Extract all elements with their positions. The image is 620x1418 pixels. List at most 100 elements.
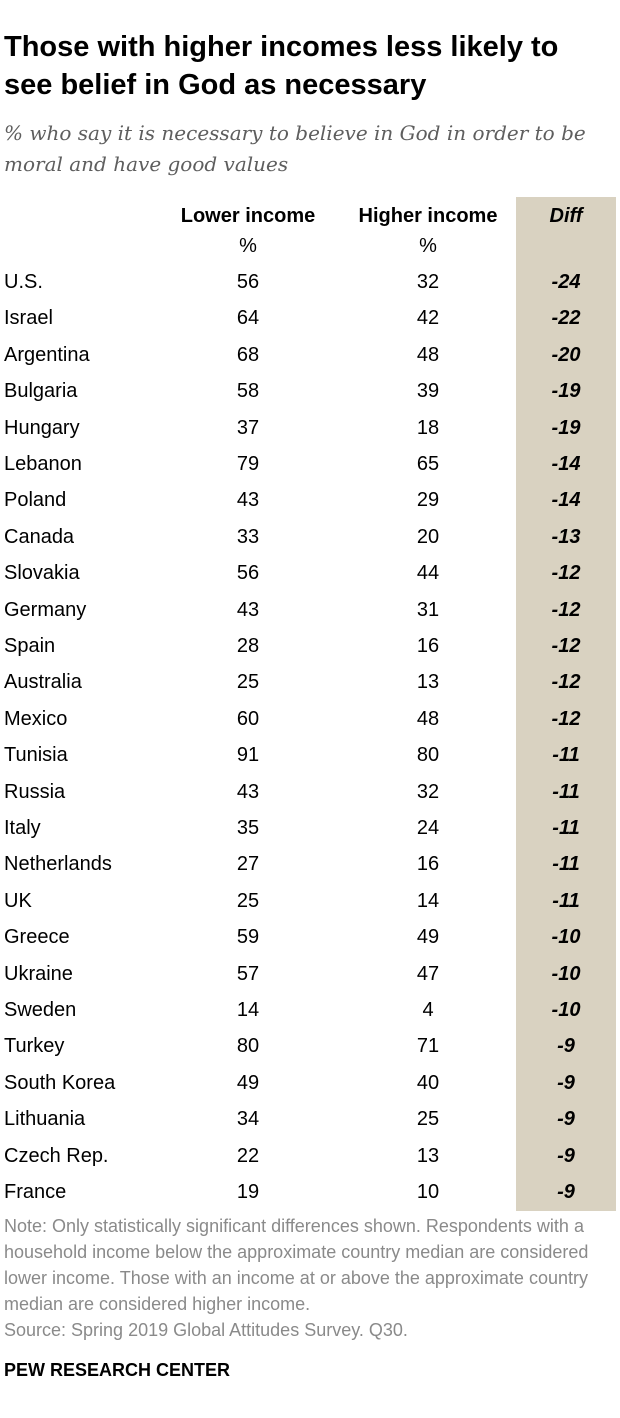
higher-income-value: 13 (416, 1144, 440, 1167)
higher-income-value: 32 (416, 271, 440, 293)
country-label: Turkey (4, 1035, 65, 1058)
country-label: Spain (4, 635, 56, 657)
country-label: Czech Rep. (4, 1144, 109, 1167)
table-row: Czech Rep. 22 13 -9 (0, 1138, 620, 1174)
chart-title: Those with higher incomes less likely to… (4, 31, 559, 101)
lower-income-value: 37 (236, 416, 260, 439)
higher-income-value: 48 (416, 707, 440, 730)
country-label: U.S. (4, 271, 43, 293)
chart-notes: Note: Only statistically significant dif… (4, 1213, 616, 1343)
country-label: South Korea (4, 1071, 116, 1094)
table-row: Sweden 14 4 -10 (0, 992, 620, 1028)
lower-income-value: 58 (236, 380, 260, 403)
country-label: Canada (4, 525, 75, 548)
country-label: Poland (4, 489, 67, 512)
country-label: Netherlands (4, 853, 112, 876)
table-row: Slovakia 56 44 -12 (0, 555, 620, 591)
table-row: Tunisia 91 80 -11 (0, 737, 620, 773)
diff-value: -12 (551, 562, 581, 585)
higher-income-value: 29 (416, 489, 440, 512)
chart-subtitle: % who say it is necessary to believe in … (4, 121, 586, 176)
diff-value: -24 (551, 271, 581, 293)
brand-label: PEW RESEARCH CENTER (4, 1360, 231, 1380)
source-text: Source: Spring 2019 Global Attitudes Sur… (4, 1320, 408, 1340)
table-row: Ukraine 57 47 -10 (0, 956, 620, 992)
diff-value: -19 (551, 380, 581, 403)
higher-income-value: 24 (416, 817, 440, 839)
lower-income-value: 56 (236, 562, 260, 585)
diff-value: -12 (551, 671, 581, 694)
country-label: Hungary (4, 416, 80, 439)
diff-value: -20 (551, 343, 581, 366)
country-label: Ukraine (4, 962, 73, 985)
lower-income-value: 57 (236, 962, 260, 985)
lower-income-value: 28 (236, 635, 260, 657)
diff-value: -13 (551, 525, 581, 548)
higher-income-value: 16 (416, 635, 440, 657)
table-row: Greece 59 49 -10 (0, 919, 620, 955)
table-row: Lebanon 79 65 -14 (0, 446, 620, 482)
higher-income-value: 31 (416, 598, 440, 621)
column-unit-higher-income: % (419, 235, 437, 257)
diff-value: -11 (552, 744, 580, 767)
diff-value: -12 (551, 598, 581, 621)
country-label: Israel (4, 307, 53, 330)
column-header-higher-income: Higher income (358, 205, 498, 227)
higher-income-value: 40 (416, 1071, 440, 1094)
higher-income-value: 32 (416, 780, 440, 803)
table-row: U.S. 56 32 -24 (0, 264, 620, 300)
diff-value: -11 (552, 853, 580, 876)
higher-income-value: 48 (416, 343, 440, 366)
lower-income-value: 27 (236, 853, 260, 876)
diff-value: -10 (551, 962, 581, 985)
lower-income-value: 56 (236, 271, 260, 293)
higher-income-value: 71 (416, 1035, 440, 1058)
diff-value: -22 (551, 307, 581, 330)
column-header-lower-income: Lower income (180, 205, 316, 227)
country-label: Lebanon (4, 453, 82, 475)
higher-income-value: 16 (416, 853, 440, 876)
table-row: Turkey 80 71 -9 (0, 1028, 620, 1064)
table-row: UK 25 14 -11 (0, 883, 620, 919)
diff-column-band (516, 197, 616, 1211)
table-row: Poland 43 29 -14 (0, 482, 620, 518)
table-row: Israel 64 42 -22 (0, 300, 620, 336)
higher-income-value: 44 (416, 562, 440, 585)
country-label: Sweden (4, 999, 77, 1021)
lower-income-value: 60 (236, 707, 260, 730)
country-label: France (4, 1181, 67, 1203)
lower-income-value: 64 (236, 307, 260, 330)
lower-income-value: 49 (236, 1071, 260, 1094)
lower-income-value: 91 (236, 744, 260, 767)
diff-value: -9 (557, 1071, 575, 1094)
higher-income-value: 10 (416, 1181, 440, 1203)
lower-income-value: 68 (236, 343, 260, 366)
higher-income-value: 42 (416, 307, 440, 330)
higher-income-value: 13 (416, 671, 440, 694)
table-row: Bulgaria 58 39 -19 (0, 373, 620, 409)
country-label: Germany (4, 598, 87, 621)
diff-value: -12 (551, 635, 581, 657)
country-label: Argentina (4, 343, 90, 366)
diff-value: -10 (551, 999, 581, 1021)
country-label: Tunisia (4, 744, 68, 767)
table-row: Russia 43 32 -11 (0, 774, 620, 810)
lower-income-value: 43 (236, 489, 260, 512)
higher-income-value: 18 (416, 416, 440, 439)
table-row: Italy 35 24 -11 (0, 810, 620, 846)
table-row: Hungary 37 18 -19 (0, 410, 620, 446)
country-label: Australia (4, 671, 82, 694)
higher-income-value: 47 (416, 962, 440, 985)
higher-income-value: 39 (416, 380, 440, 403)
diff-value: -14 (551, 453, 581, 475)
country-label: Greece (4, 926, 70, 949)
lower-income-value: 22 (236, 1144, 260, 1167)
diff-value: -14 (551, 489, 581, 512)
table-row: Mexico 60 48 -12 (0, 701, 620, 737)
higher-income-value: 65 (416, 453, 440, 475)
country-label: UK (4, 889, 32, 912)
table-row: Spain 28 16 -12 (0, 628, 620, 664)
lower-income-value: 19 (236, 1181, 260, 1203)
higher-income-value: 20 (416, 525, 440, 548)
